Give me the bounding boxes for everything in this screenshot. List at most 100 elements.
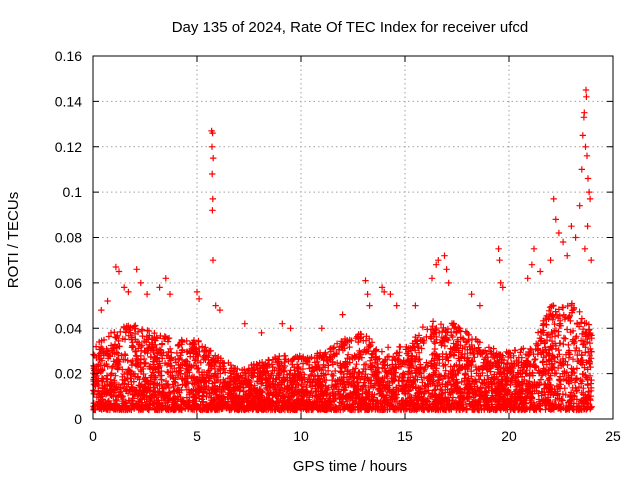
roti-point bbox=[121, 356, 129, 363]
roti-point bbox=[148, 339, 155, 346]
roti-point bbox=[214, 367, 222, 375]
roti-point bbox=[105, 333, 113, 340]
roti-point bbox=[494, 385, 502, 392]
roti-point bbox=[477, 392, 484, 400]
roti-point bbox=[523, 370, 530, 377]
roti-point bbox=[476, 302, 484, 309]
roti-point bbox=[138, 390, 146, 398]
roti-point bbox=[253, 404, 260, 412]
roti-point bbox=[412, 302, 419, 309]
roti-point bbox=[517, 349, 524, 356]
roti-point bbox=[405, 344, 413, 352]
y-axis-title: ROTI / TECUs bbox=[5, 192, 22, 288]
roti-point bbox=[437, 372, 445, 379]
roti-point bbox=[417, 364, 424, 372]
roti-point bbox=[159, 355, 166, 362]
roti-point bbox=[112, 361, 120, 369]
roti-point bbox=[353, 379, 361, 386]
roti-point bbox=[455, 349, 462, 356]
roti-point bbox=[212, 302, 219, 309]
roti-point bbox=[384, 406, 391, 413]
chart-title: Day 135 of 2024, Rate Of TEC Index for r… bbox=[172, 19, 529, 36]
roti-point bbox=[435, 257, 442, 264]
roti-point bbox=[464, 355, 471, 362]
roti-point bbox=[453, 405, 461, 412]
roti-point bbox=[161, 399, 169, 407]
roti-point bbox=[118, 398, 126, 405]
roti-point bbox=[247, 383, 254, 391]
roti-point bbox=[164, 352, 172, 359]
roti-point bbox=[209, 257, 217, 264]
roti-point bbox=[344, 351, 352, 358]
roti-point bbox=[236, 406, 243, 413]
roti-point bbox=[562, 335, 569, 342]
y-tick-label: 0.04 bbox=[55, 320, 82, 336]
roti-point bbox=[184, 348, 191, 356]
roti-point bbox=[191, 357, 199, 364]
roti-point bbox=[537, 349, 545, 356]
roti-point bbox=[344, 338, 351, 345]
roti-point bbox=[472, 403, 479, 410]
roti-point bbox=[138, 381, 145, 388]
roti-point bbox=[94, 369, 101, 377]
roti-point bbox=[141, 378, 148, 385]
roti-point bbox=[240, 384, 247, 391]
roti-point bbox=[103, 345, 110, 353]
roti-point bbox=[99, 384, 106, 392]
roti-point bbox=[190, 373, 198, 381]
roti-point bbox=[490, 345, 497, 352]
roti-point bbox=[175, 341, 182, 349]
roti-point bbox=[583, 152, 591, 159]
roti-point bbox=[284, 377, 291, 384]
roti-point bbox=[454, 336, 461, 343]
roti-point bbox=[245, 365, 252, 372]
roti-point bbox=[501, 400, 509, 407]
roti-point bbox=[414, 369, 422, 376]
roti-point bbox=[484, 381, 492, 388]
roti-point bbox=[431, 361, 438, 368]
roti-point bbox=[152, 337, 159, 344]
roti-point bbox=[427, 335, 435, 342]
roti-point bbox=[137, 343, 145, 351]
roti-point bbox=[543, 361, 550, 368]
roti-point bbox=[281, 404, 289, 411]
roti-point bbox=[332, 406, 339, 413]
roti-point bbox=[338, 338, 345, 345]
roti-point bbox=[502, 406, 509, 414]
roti-point bbox=[131, 390, 139, 398]
roti-point bbox=[452, 379, 460, 387]
roti-point bbox=[183, 394, 191, 401]
roti-point bbox=[291, 372, 298, 379]
roti-point bbox=[281, 352, 288, 360]
roti-point bbox=[265, 375, 273, 382]
y-tick-label: 0.06 bbox=[55, 275, 82, 291]
roti-point bbox=[132, 352, 140, 359]
roti-point bbox=[415, 349, 423, 356]
roti-point bbox=[359, 390, 366, 397]
roti-point bbox=[115, 337, 122, 345]
roti-point bbox=[408, 358, 415, 365]
roti-point bbox=[552, 308, 559, 315]
roti-point bbox=[392, 361, 399, 368]
roti-point bbox=[334, 390, 342, 397]
roti-point bbox=[109, 363, 116, 370]
roti-point bbox=[586, 358, 593, 365]
roti-point bbox=[439, 356, 446, 363]
roti-point bbox=[449, 366, 456, 374]
roti-point bbox=[156, 400, 163, 408]
roti-point bbox=[567, 392, 574, 400]
roti-point bbox=[164, 404, 171, 411]
roti-point bbox=[309, 378, 316, 385]
roti-point bbox=[356, 349, 364, 357]
roti-point bbox=[97, 355, 105, 362]
roti-point bbox=[143, 291, 151, 298]
roti-point bbox=[356, 402, 364, 409]
roti-point bbox=[413, 390, 421, 397]
roti-point bbox=[575, 383, 583, 391]
roti-point bbox=[114, 357, 121, 364]
roti-point bbox=[217, 355, 224, 362]
roti-point bbox=[206, 360, 213, 367]
roti-point bbox=[190, 362, 198, 369]
roti-point bbox=[283, 371, 291, 378]
roti-point bbox=[498, 382, 506, 389]
